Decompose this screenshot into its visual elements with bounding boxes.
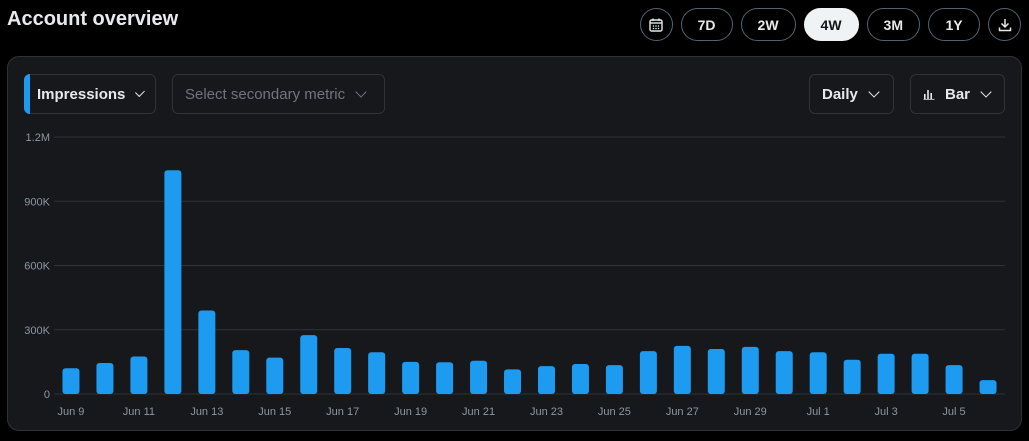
granularity-dropdown[interactable]: Daily xyxy=(809,74,894,114)
bar-jun-13[interactable] xyxy=(198,310,216,394)
bar-jul-4[interactable] xyxy=(911,353,929,394)
page-title: Account overview xyxy=(7,8,179,30)
impressions-bar-chart: 0 300K 600K 900K 1.2M Jun 9 Jun 11 Jun 13 Jun 15… xyxy=(24,132,1005,418)
bar-jul-5[interactable] xyxy=(945,365,963,394)
secondary-metric-dropdown[interactable]: Select secondary metric xyxy=(172,74,385,114)
bar-jun-11[interactable] xyxy=(130,356,148,394)
bar-jun-28[interactable] xyxy=(707,349,725,394)
bar-jun-25[interactable] xyxy=(605,365,623,394)
x-tick-label: Jun 17 xyxy=(326,406,359,418)
y-tick-label: 1.2M xyxy=(26,132,50,144)
bar-jun-12[interactable] xyxy=(164,170,182,394)
x-tick-label: Jul 3 xyxy=(875,406,898,418)
x-tick-label: Jun 29 xyxy=(734,406,767,418)
bar-jun-9[interactable] xyxy=(62,368,80,394)
bar-jun-20[interactable] xyxy=(436,362,454,394)
metric-color-indicator xyxy=(24,74,30,114)
x-tick-label: Jun 11 xyxy=(123,406,155,418)
x-tick-label: Jun 9 xyxy=(58,406,85,418)
bar-jun-21[interactable] xyxy=(470,360,488,394)
chart-type-label: Bar xyxy=(945,85,971,103)
download-button[interactable] xyxy=(988,8,1021,41)
bar-jun-22[interactable] xyxy=(504,369,522,394)
bar-jun-14[interactable] xyxy=(232,350,250,394)
bar-jun-23[interactable] xyxy=(537,366,555,394)
bar-jun-30[interactable] xyxy=(775,351,793,394)
primary-metric-label: Impressions xyxy=(37,85,126,103)
bar-jun-16[interactable] xyxy=(300,335,318,394)
bar-jun-10[interactable] xyxy=(96,362,114,394)
x-tick-label: Jul 5 xyxy=(942,406,965,418)
y-tick-label: 0 xyxy=(44,389,50,401)
bar-chart-icon xyxy=(923,90,935,100)
bar-jun-15[interactable] xyxy=(266,357,284,394)
x-tick-label: Jun 15 xyxy=(258,406,291,418)
x-tick-label: Jun 21 xyxy=(462,406,495,418)
x-tick-label: Jul 1 xyxy=(807,406,830,418)
calendar-button[interactable] xyxy=(639,8,673,41)
bar-jul-3[interactable] xyxy=(877,353,895,394)
x-tick-label: Jun 19 xyxy=(394,406,427,418)
bar-jun-18[interactable] xyxy=(368,352,386,394)
bar-jun-24[interactable] xyxy=(571,364,589,394)
calendar-icon xyxy=(649,18,663,32)
range-3m-button[interactable]: 3M xyxy=(866,8,920,41)
range-2w-button[interactable]: 2W xyxy=(740,8,796,41)
y-tick-label: 300K xyxy=(24,325,50,337)
primary-metric-dropdown[interactable]: Impressions xyxy=(24,74,156,114)
y-tick-label: 900K xyxy=(24,196,50,208)
bar-jul-2[interactable] xyxy=(843,359,861,394)
bar-jun-29[interactable] xyxy=(741,346,759,394)
range-4w-button[interactable]: 4W xyxy=(803,8,859,41)
x-tick-label: Jun 25 xyxy=(598,406,631,418)
bar-jun-26[interactable] xyxy=(639,351,657,394)
bar-jun-17[interactable] xyxy=(334,347,352,394)
x-tick-label: Jun 13 xyxy=(190,406,223,418)
x-tick-label: Jun 27 xyxy=(666,406,699,418)
chart-card: Impressions Select secondary metric Dail… xyxy=(7,56,1022,431)
y-tick-label: 600K xyxy=(24,261,50,273)
bar-jun-19[interactable] xyxy=(402,361,420,394)
granularity-label: Daily xyxy=(822,85,858,103)
download-icon xyxy=(998,18,1011,31)
range-7d-button[interactable]: 7D xyxy=(680,8,733,41)
bar-jun-27[interactable] xyxy=(673,345,691,394)
bar-jul-6[interactable] xyxy=(979,380,997,394)
date-range-bar: 7D 2W 4W 3M 1Y xyxy=(639,8,1021,41)
x-tick-label: Jun 23 xyxy=(530,406,563,418)
secondary-metric-placeholder: Select secondary metric xyxy=(185,85,346,103)
bar-jul-1[interactable] xyxy=(809,352,827,394)
range-1y-button[interactable]: 1Y xyxy=(928,8,980,41)
chart-type-dropdown[interactable]: Bar xyxy=(910,74,1005,114)
